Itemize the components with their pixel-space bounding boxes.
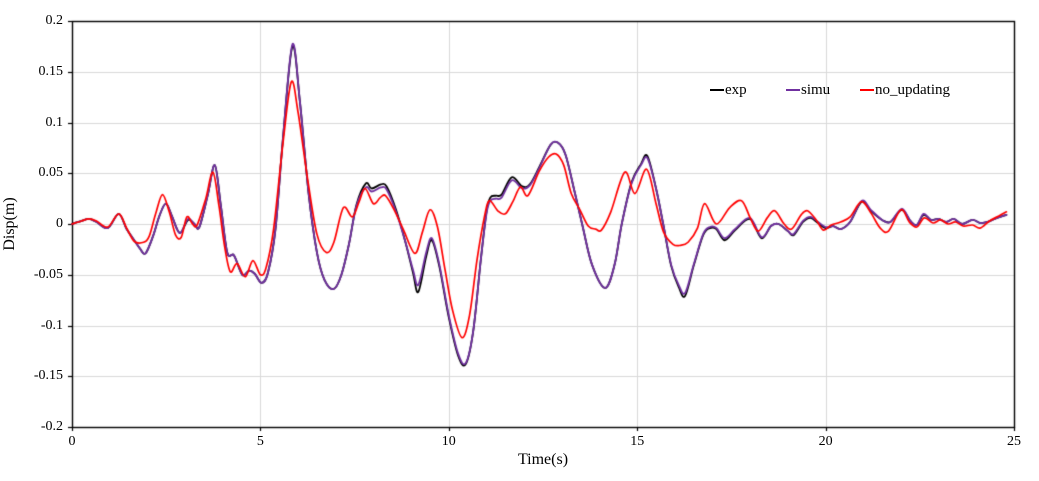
x-tick-label: 0 bbox=[68, 434, 76, 449]
y-tick-label: 0 bbox=[56, 216, 63, 231]
legend-label-simu: simu bbox=[801, 81, 831, 98]
y-axis-title: Disp(m) bbox=[1, 197, 18, 251]
y-tick-label: 0.15 bbox=[38, 63, 64, 79]
y-tick-label: 0.2 bbox=[45, 13, 64, 28]
x-tick-label: 5 bbox=[256, 434, 264, 449]
y-tick-label: -0.15 bbox=[33, 368, 63, 384]
legend-label-exp: exp bbox=[725, 81, 747, 98]
legend-item-simu: simu bbox=[786, 81, 830, 99]
x-tick-label: 25 bbox=[1007, 434, 1021, 449]
x-tick-label: 20 bbox=[818, 434, 833, 449]
y-tick-label: -0.2 bbox=[40, 419, 63, 434]
x-tick-label: 10 bbox=[441, 434, 456, 449]
x-tick-label: 15 bbox=[630, 434, 645, 449]
legend-item-no-updating: no_updating bbox=[860, 81, 950, 99]
legend-label-no-updating: no_updating bbox=[875, 81, 950, 98]
y-tick-label: -0.05 bbox=[33, 266, 63, 282]
y-tick-label: 0.1 bbox=[45, 114, 64, 130]
simu-line-swatch bbox=[786, 89, 800, 91]
no-updating-line-swatch bbox=[860, 89, 874, 91]
y-tick-label: 0.05 bbox=[38, 165, 64, 181]
legend-item-exp: exp bbox=[710, 81, 747, 99]
exp-line-swatch bbox=[710, 89, 724, 91]
x-axis-title: Time(s) bbox=[517, 451, 569, 468]
y-tick-label: -0.1 bbox=[40, 317, 63, 333]
